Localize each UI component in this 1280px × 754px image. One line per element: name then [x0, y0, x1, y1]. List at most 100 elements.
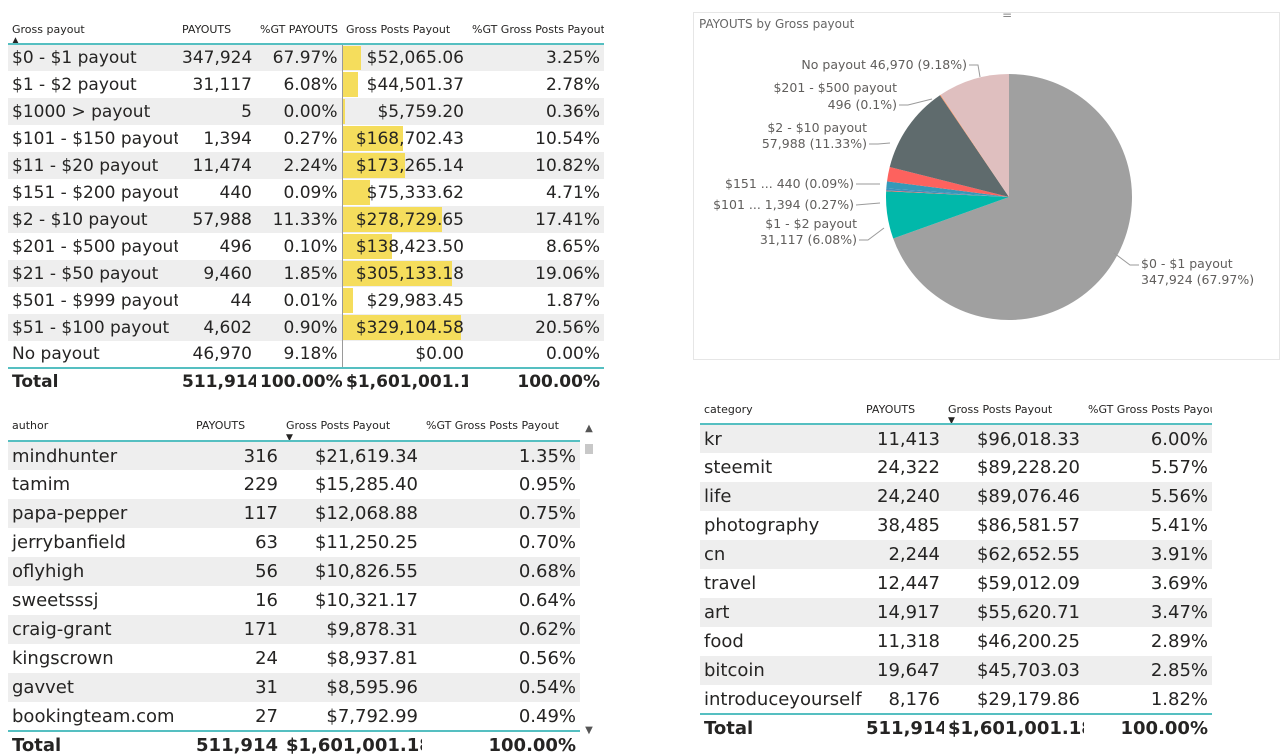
table-row[interactable]: $21 - $50 payout 9,460 1.85% $305,133.18 19.…	[8, 260, 604, 287]
drag-grip-icon[interactable]: ≡	[1002, 12, 1013, 21]
pie-slice-101[interactable]	[886, 188, 1009, 197]
scroll-up-icon[interactable]: ▲	[585, 423, 593, 434]
column-header-payouts[interactable]: PAYOUTS	[192, 414, 282, 442]
column-header-author[interactable]: author	[8, 414, 192, 442]
data-label: $2 - $10 payout	[767, 120, 867, 135]
pct-gross-cell: 6.00%	[1084, 424, 1212, 453]
total-pct-payouts: 100.00%	[256, 367, 342, 395]
gross-posts-payout-cell: $55,620.71	[944, 598, 1084, 627]
table-row[interactable]: kr 11,413 $96,018.33 6.00%	[700, 424, 1212, 453]
pct-gross-cell: 0.95%	[518, 474, 576, 495]
table-row[interactable]: introduceyourself 8,176 $29,179.86 1.82%	[700, 685, 1212, 714]
table-row[interactable]: jerrybanfield 63 $11,250.25 0.70%	[8, 528, 580, 557]
author-table[interactable]: author PAYOUTS Gross Posts Payout ▼ %GT G…	[8, 414, 598, 754]
column-header-gross-payout[interactable]: Gross payout ▲	[8, 18, 178, 45]
category-cell: art	[700, 598, 862, 627]
data-bar	[343, 261, 452, 286]
column-header-pct-payouts[interactable]: %GT PAYOUTS	[256, 18, 342, 45]
column-header-gross-posts-payout[interactable]: Gross Posts Payout ▼	[282, 414, 422, 442]
pie-slice-1-2-payout[interactable]	[886, 191, 1009, 239]
table-row[interactable]: No payout 46,970 9.18% $0.00 0.00%	[8, 341, 604, 368]
table-row[interactable]: $51 - $100 payout 4,602 0.90% $329,104.58 20…	[8, 314, 604, 341]
table-row[interactable]: sweetsssj 16 $10,321.17 0.64%	[8, 586, 580, 615]
gross-posts-payout-cell: $173,265.14	[341, 152, 468, 179]
pie-slice-no-payout[interactable]	[940, 74, 1009, 197]
table-row[interactable]: $1000 > payout 5 0.00% $5,759.20 0.36%	[8, 98, 604, 125]
data-bar	[343, 234, 393, 259]
total-label: Total	[700, 713, 862, 742]
gross-payout-table[interactable]: Gross payout ▲ PAYOUTS %GT PAYOUTS Gross …	[8, 18, 604, 396]
category-cell: bitcoin	[700, 656, 862, 685]
gross-posts-payout-cell: $10,826.55	[282, 557, 422, 586]
sort-ascending-icon: ▲	[12, 36, 19, 44]
gross-posts-payout-cell: $278,729.65	[341, 206, 468, 233]
pie-slice-21-50-payout[interactable]	[887, 166, 1009, 197]
table-row[interactable]: mindhunter 316 $21,619.34 1.35%	[8, 441, 580, 470]
column-header-pct-gross-posts-payout[interactable]: %GT Gross Posts Payout	[422, 414, 580, 442]
table-row[interactable]: $0 - $1 payout 347,924 67.97% $52,065.06 3.2…	[8, 44, 604, 71]
pie-slice-2-10-payout[interactable]	[889, 95, 1009, 197]
pct-gross-cell: 20.56%	[468, 314, 604, 341]
table-row[interactable]: tamim 229 $15,285.40 0.95%	[8, 470, 580, 499]
table-row[interactable]: oflyhigh 56 $10,826.55 0.68%	[8, 557, 580, 586]
vertical-scrollbar[interactable]: ▲ ▼	[584, 424, 594, 736]
author-cell: mindhunter	[8, 441, 192, 470]
table-row[interactable]: steemit 24,322 $89,228.20 5.57%	[700, 453, 1212, 482]
table-row[interactable]: bitcoin 19,647 $45,703.03 2.85%	[700, 656, 1212, 685]
table-row[interactable]: $2 - $10 payout 57,988 11.33% $278,729.65 17…	[8, 206, 604, 233]
pct-gross-cell: 4.71%	[545, 182, 600, 203]
payouts-cell: 38,485	[877, 515, 940, 536]
author-cell: sweetsssj	[12, 590, 99, 611]
row-label: $151 - $200 payout	[12, 182, 178, 203]
table-row[interactable]: papa-pepper 117 $12,068.88 0.75%	[8, 499, 580, 528]
column-header-gross-posts-payout[interactable]: Gross Posts Payout	[342, 18, 468, 45]
pct-gross-cell: 0.62%	[422, 615, 580, 644]
table-row[interactable]: craig-grant 171 $9,878.31 0.62%	[8, 615, 580, 644]
table-row[interactable]: food 11,318 $46,200.25 2.89%	[700, 627, 1212, 656]
row-label: $21 - $50 payout	[8, 260, 178, 287]
table-row[interactable]: bookingteam.com 27 $7,792.99 0.49%	[8, 702, 580, 731]
table-row[interactable]: art 14,917 $55,620.71 3.47%	[700, 598, 1212, 627]
gross-posts-payout-cell: $96,018.33	[944, 424, 1084, 453]
leader-line	[899, 98, 933, 106]
table-row[interactable]: $501 - $999 payout 44 0.01% $29,983.45 1.87%	[8, 287, 604, 314]
table-row[interactable]: kingscrown 24 $8,937.81 0.56%	[8, 644, 580, 673]
column-header-payouts[interactable]: PAYOUTS	[862, 398, 944, 425]
pie-slice-151[interactable]	[886, 190, 1009, 197]
category-table[interactable]: category PAYOUTS Gross Posts Payout ▼ %GT…	[700, 398, 1280, 754]
pie-slice-51-100-payout[interactable]	[886, 181, 1009, 197]
pct-gross-cell: 10.82%	[468, 152, 604, 179]
table-row[interactable]: $101 - $150 payout 1,394 0.27% $168,702.43 1…	[8, 125, 604, 152]
leader-line	[869, 142, 891, 145]
pie-slice-0-1-payout[interactable]	[893, 74, 1132, 320]
column-header-category[interactable]: category	[700, 398, 862, 425]
gross-posts-payout-cell: $75,333.62	[341, 179, 468, 206]
table-row[interactable]: $201 - $500 payout 496 0.10% $138,423.50 8.6…	[8, 233, 604, 260]
author-cell: gavvet	[8, 673, 192, 702]
pie-chart-svg[interactable]: No payout 46,970 (9.18%) $201 - $500 payo…	[694, 13, 1280, 360]
pct-payouts-cell: 2.24%	[256, 152, 342, 179]
sort-descending-icon: ▼	[948, 416, 955, 424]
column-header-pct-gross-posts-payout[interactable]: %GT Gross Posts Payout	[468, 18, 604, 45]
column-header-gross-posts-payout[interactable]: Gross Posts Payout ▼	[944, 398, 1084, 425]
total-pct-gross: 100.00%	[1084, 713, 1212, 742]
payouts-pie-chart[interactable]: ≡ PAYOUTS by Gross payout No payout 46,9…	[693, 12, 1280, 360]
scrollbar-thumb[interactable]	[585, 444, 593, 454]
total-gross: $1,601,001.18	[944, 713, 1084, 742]
pie-slice-201-500-payout[interactable]	[939, 94, 1009, 197]
scroll-down-icon[interactable]: ▼	[585, 725, 593, 736]
table-row[interactable]: photography 38,485 $86,581.57 5.41%	[700, 511, 1212, 540]
payouts-cell: 16	[255, 590, 278, 611]
table-row[interactable]: cn 2,244 $62,652.55 3.91%	[700, 540, 1212, 569]
total-label: Total	[8, 730, 192, 754]
table-row[interactable]: $151 - $200 payout 440 0.09% $75,333.62 4.71…	[8, 179, 604, 206]
row-label: No payout	[12, 344, 100, 364]
table-row[interactable]: travel 12,447 $59,012.09 3.69%	[700, 569, 1212, 598]
author-cell: papa-pepper	[8, 499, 192, 528]
table-row[interactable]: gavvet 31 $8,595.96 0.54%	[8, 673, 580, 702]
column-header-pct-gross-posts-payout[interactable]: %GT Gross Posts Payout	[1084, 398, 1212, 425]
table-row[interactable]: life 24,240 $89,076.46 5.56%	[700, 482, 1212, 511]
table-row[interactable]: $1 - $2 payout 31,117 6.08% $44,501.37 2.78%	[8, 71, 604, 98]
column-header-payouts[interactable]: PAYOUTS	[178, 18, 256, 45]
table-row[interactable]: $11 - $20 payout 11,474 2.24% $173,265.14 10…	[8, 152, 604, 179]
